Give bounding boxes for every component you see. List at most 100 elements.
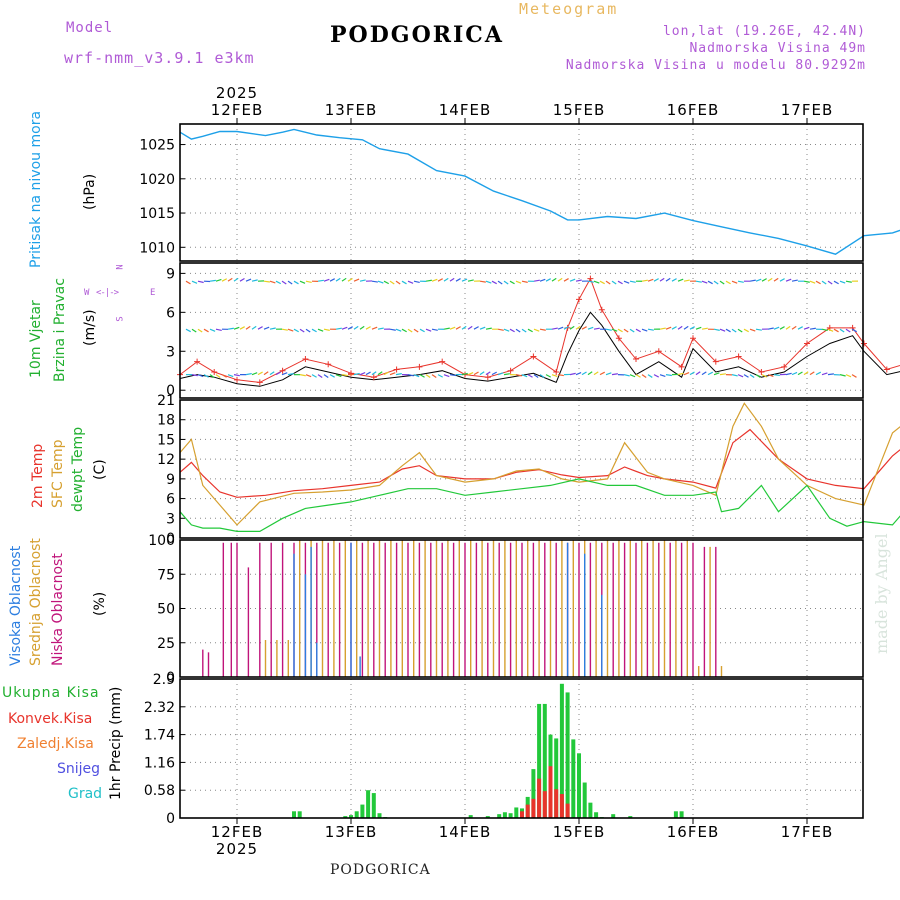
wind-direction-arrow xyxy=(239,278,245,282)
y-tick-label: 3 xyxy=(166,511,175,527)
wind-direction-arrow xyxy=(539,374,545,378)
wind-direction-arrow xyxy=(653,278,659,282)
wind-direction-arrow xyxy=(581,326,587,330)
wind-gust-marker xyxy=(758,369,765,376)
wind-direction-arrow xyxy=(431,328,438,331)
wind-direction-arrow xyxy=(527,328,533,333)
wind-gust-marker xyxy=(234,376,240,383)
wind-direction-arrow xyxy=(215,374,221,378)
wind-direction-arrow xyxy=(287,280,293,285)
elevation-info: Nadmorska Visina 49m xyxy=(689,41,866,56)
wind-direction-arrow xyxy=(449,374,456,377)
wind-direction-arrow xyxy=(809,327,816,330)
wind-direction-arrow xyxy=(437,278,443,282)
y-tick-label: 15 xyxy=(157,432,175,448)
total-rain-bar xyxy=(485,816,490,818)
wind-direction-arrow xyxy=(419,328,425,333)
wind-direction-arrow xyxy=(377,371,383,376)
wind-direction-arrow xyxy=(731,280,738,284)
wind-direction-arrow xyxy=(407,374,414,377)
panel-frame xyxy=(179,539,864,678)
wind-direction-arrow xyxy=(719,373,726,376)
y-tick-label: 1020 xyxy=(139,172,175,188)
wind-direction-arrow xyxy=(713,280,719,285)
wind-gust-marker xyxy=(507,367,514,374)
wind-gust-marker xyxy=(655,348,662,355)
wind-direction-arrow xyxy=(503,373,510,376)
wind-direction-arrow xyxy=(689,326,695,330)
wind-gust-marker xyxy=(439,358,446,365)
wind-direction-arrow xyxy=(323,328,330,331)
wind-direction-arrow xyxy=(299,374,306,377)
wind-direction-arrow xyxy=(209,374,215,378)
wind-direction-arrow xyxy=(851,328,857,333)
wind-direction-arrow xyxy=(503,280,509,285)
wind-direction-arrow xyxy=(701,327,708,330)
conv-rain-bar xyxy=(537,778,542,818)
wind-direction-arrow xyxy=(335,277,341,282)
wind-direction-arrow xyxy=(371,280,378,283)
wind-gust-marker xyxy=(861,340,867,347)
y-tick-label: 6 xyxy=(166,305,175,321)
total-rain-bar xyxy=(571,739,576,818)
wind-direction-arrow xyxy=(257,326,263,330)
wind-direction-arrow xyxy=(185,328,191,333)
wind-direction-arrow xyxy=(371,326,378,330)
wind-direction-arrow xyxy=(353,278,360,282)
wind-direction-arrow xyxy=(281,328,288,331)
wind-direction-arrow xyxy=(821,372,828,376)
wind-direction-arrow xyxy=(389,280,395,285)
wind-direction-arrow xyxy=(527,374,533,378)
wind-direction-arrow xyxy=(497,280,503,285)
wind-direction-arrow xyxy=(197,328,203,333)
wind-direction-arrow xyxy=(593,371,599,376)
wind-gust-marker xyxy=(302,356,309,363)
wind-direction-arrow xyxy=(557,277,563,282)
wind-direction-arrow xyxy=(515,374,522,377)
wind-direction-arrow xyxy=(845,280,852,283)
wind-direction-arrow xyxy=(731,328,737,333)
wind-direction-arrow xyxy=(593,280,600,284)
wind-direction-arrow xyxy=(647,328,654,331)
total-rain-bar xyxy=(588,802,593,818)
model-name: wrf-nmm_v3.9.1 e3km xyxy=(64,49,255,67)
total-rain-bar xyxy=(377,813,382,818)
wind-direction-arrow xyxy=(569,372,576,376)
wind-direction-arrow xyxy=(203,374,209,378)
bottom-date-label: 13FEB xyxy=(325,823,377,841)
wind-gust-marker xyxy=(256,379,263,386)
wind-direction-arrow xyxy=(749,328,756,332)
wind-direction-arrow xyxy=(569,325,575,330)
wind-direction-arrow xyxy=(401,280,407,285)
top-date-label: 15FEB xyxy=(553,101,605,119)
wind-gust-marker xyxy=(553,369,560,376)
top-date-label: 13FEB xyxy=(325,101,377,119)
wind-direction-arrow xyxy=(551,374,558,378)
wind-direction-arrow xyxy=(599,280,605,285)
wind-direction-arrow xyxy=(605,280,611,285)
wind-direction-arrow xyxy=(755,374,761,378)
wind-gust-marker xyxy=(690,335,696,342)
y-tick-label: 0 xyxy=(166,670,175,686)
meteogram-label: Meteogram xyxy=(519,0,619,18)
pressure-line xyxy=(179,128,900,255)
wind-direction-arrow xyxy=(791,371,798,376)
wind-direction-arrow xyxy=(245,278,252,282)
wind-direction-arrow xyxy=(791,279,798,282)
wind-direction-arrow xyxy=(791,325,797,330)
model-label: Model xyxy=(66,20,114,36)
conv-rain-bar xyxy=(531,798,536,818)
wind-direction-arrow xyxy=(611,280,617,285)
wind-direction-arrow xyxy=(803,280,810,283)
wind-direction-arrow xyxy=(779,278,785,282)
wind-direction-arrow xyxy=(353,372,360,376)
temp-2m-line xyxy=(179,428,900,498)
panel-frame xyxy=(179,399,864,539)
wind-direction-arrow xyxy=(467,372,474,376)
conv-rain-bar xyxy=(559,794,564,818)
wind-direction-arrow xyxy=(761,278,767,282)
conv-rain-bar xyxy=(565,803,570,818)
wind-direction-arrow xyxy=(707,371,714,376)
wind-direction-arrow xyxy=(263,326,270,330)
wind-direction-arrow xyxy=(341,277,347,282)
